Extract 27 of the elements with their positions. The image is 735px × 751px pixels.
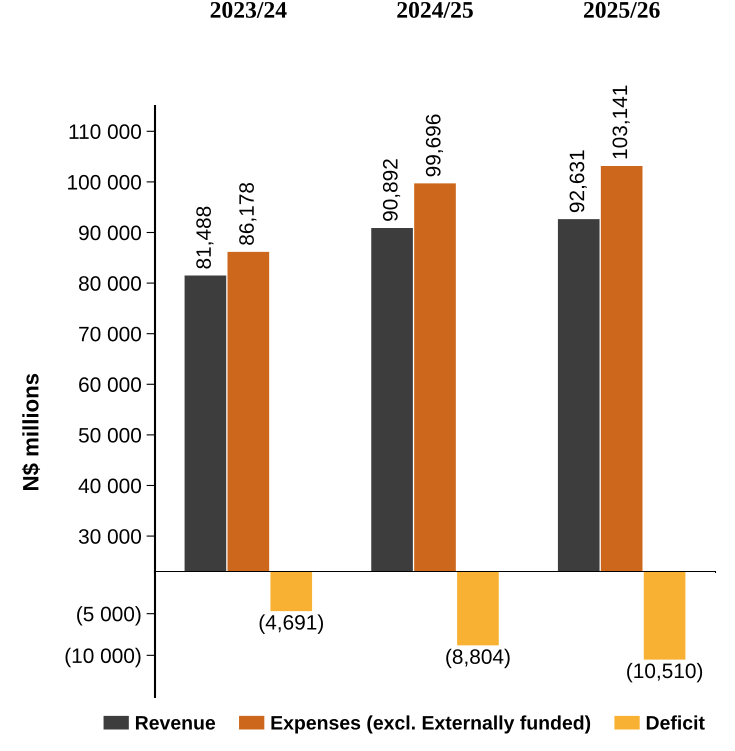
y-tick-label: 30 000	[78, 529, 141, 544]
y-tick-label: 100 000	[68, 174, 141, 190]
data-label: (4,691)	[260, 614, 323, 634]
data-label: (10,510)	[627, 662, 702, 682]
y-tick-label: 50 000	[78, 428, 141, 443]
legend-label: Expenses (excl. Externally funded)	[271, 715, 590, 734]
data-label: (8,804)	[446, 648, 510, 668]
y-tick-label: (5 000)	[77, 606, 141, 626]
y-axis-title: N$ millions	[22, 374, 40, 490]
y-tick-label: (10 000)	[66, 648, 141, 668]
y-tick-label: 90 000	[79, 225, 141, 240]
data-label: 99,696	[426, 114, 444, 176]
legend-label: Deficit	[646, 715, 705, 730]
data-label: 86,178	[239, 182, 256, 245]
y-tick-label: 70 000	[79, 326, 141, 342]
data-label: 81,488	[196, 206, 214, 269]
legend-label: Revenue	[136, 716, 216, 730]
y-tick-label: 40 000	[78, 478, 141, 494]
x-tick-label: 2024/25	[397, 2, 473, 18]
y-tick-label: 110 000	[70, 124, 141, 140]
y-tick-label: 60 000	[79, 377, 141, 392]
data-label: 92,631	[570, 150, 587, 212]
data-label: 103,141	[612, 86, 630, 158]
y-tick-label: 80 000	[78, 276, 141, 291]
x-tick-label: 2023/24	[210, 2, 287, 18]
x-tick-label: 2025/26	[584, 2, 660, 18]
data-label: 90,892	[382, 159, 400, 221]
